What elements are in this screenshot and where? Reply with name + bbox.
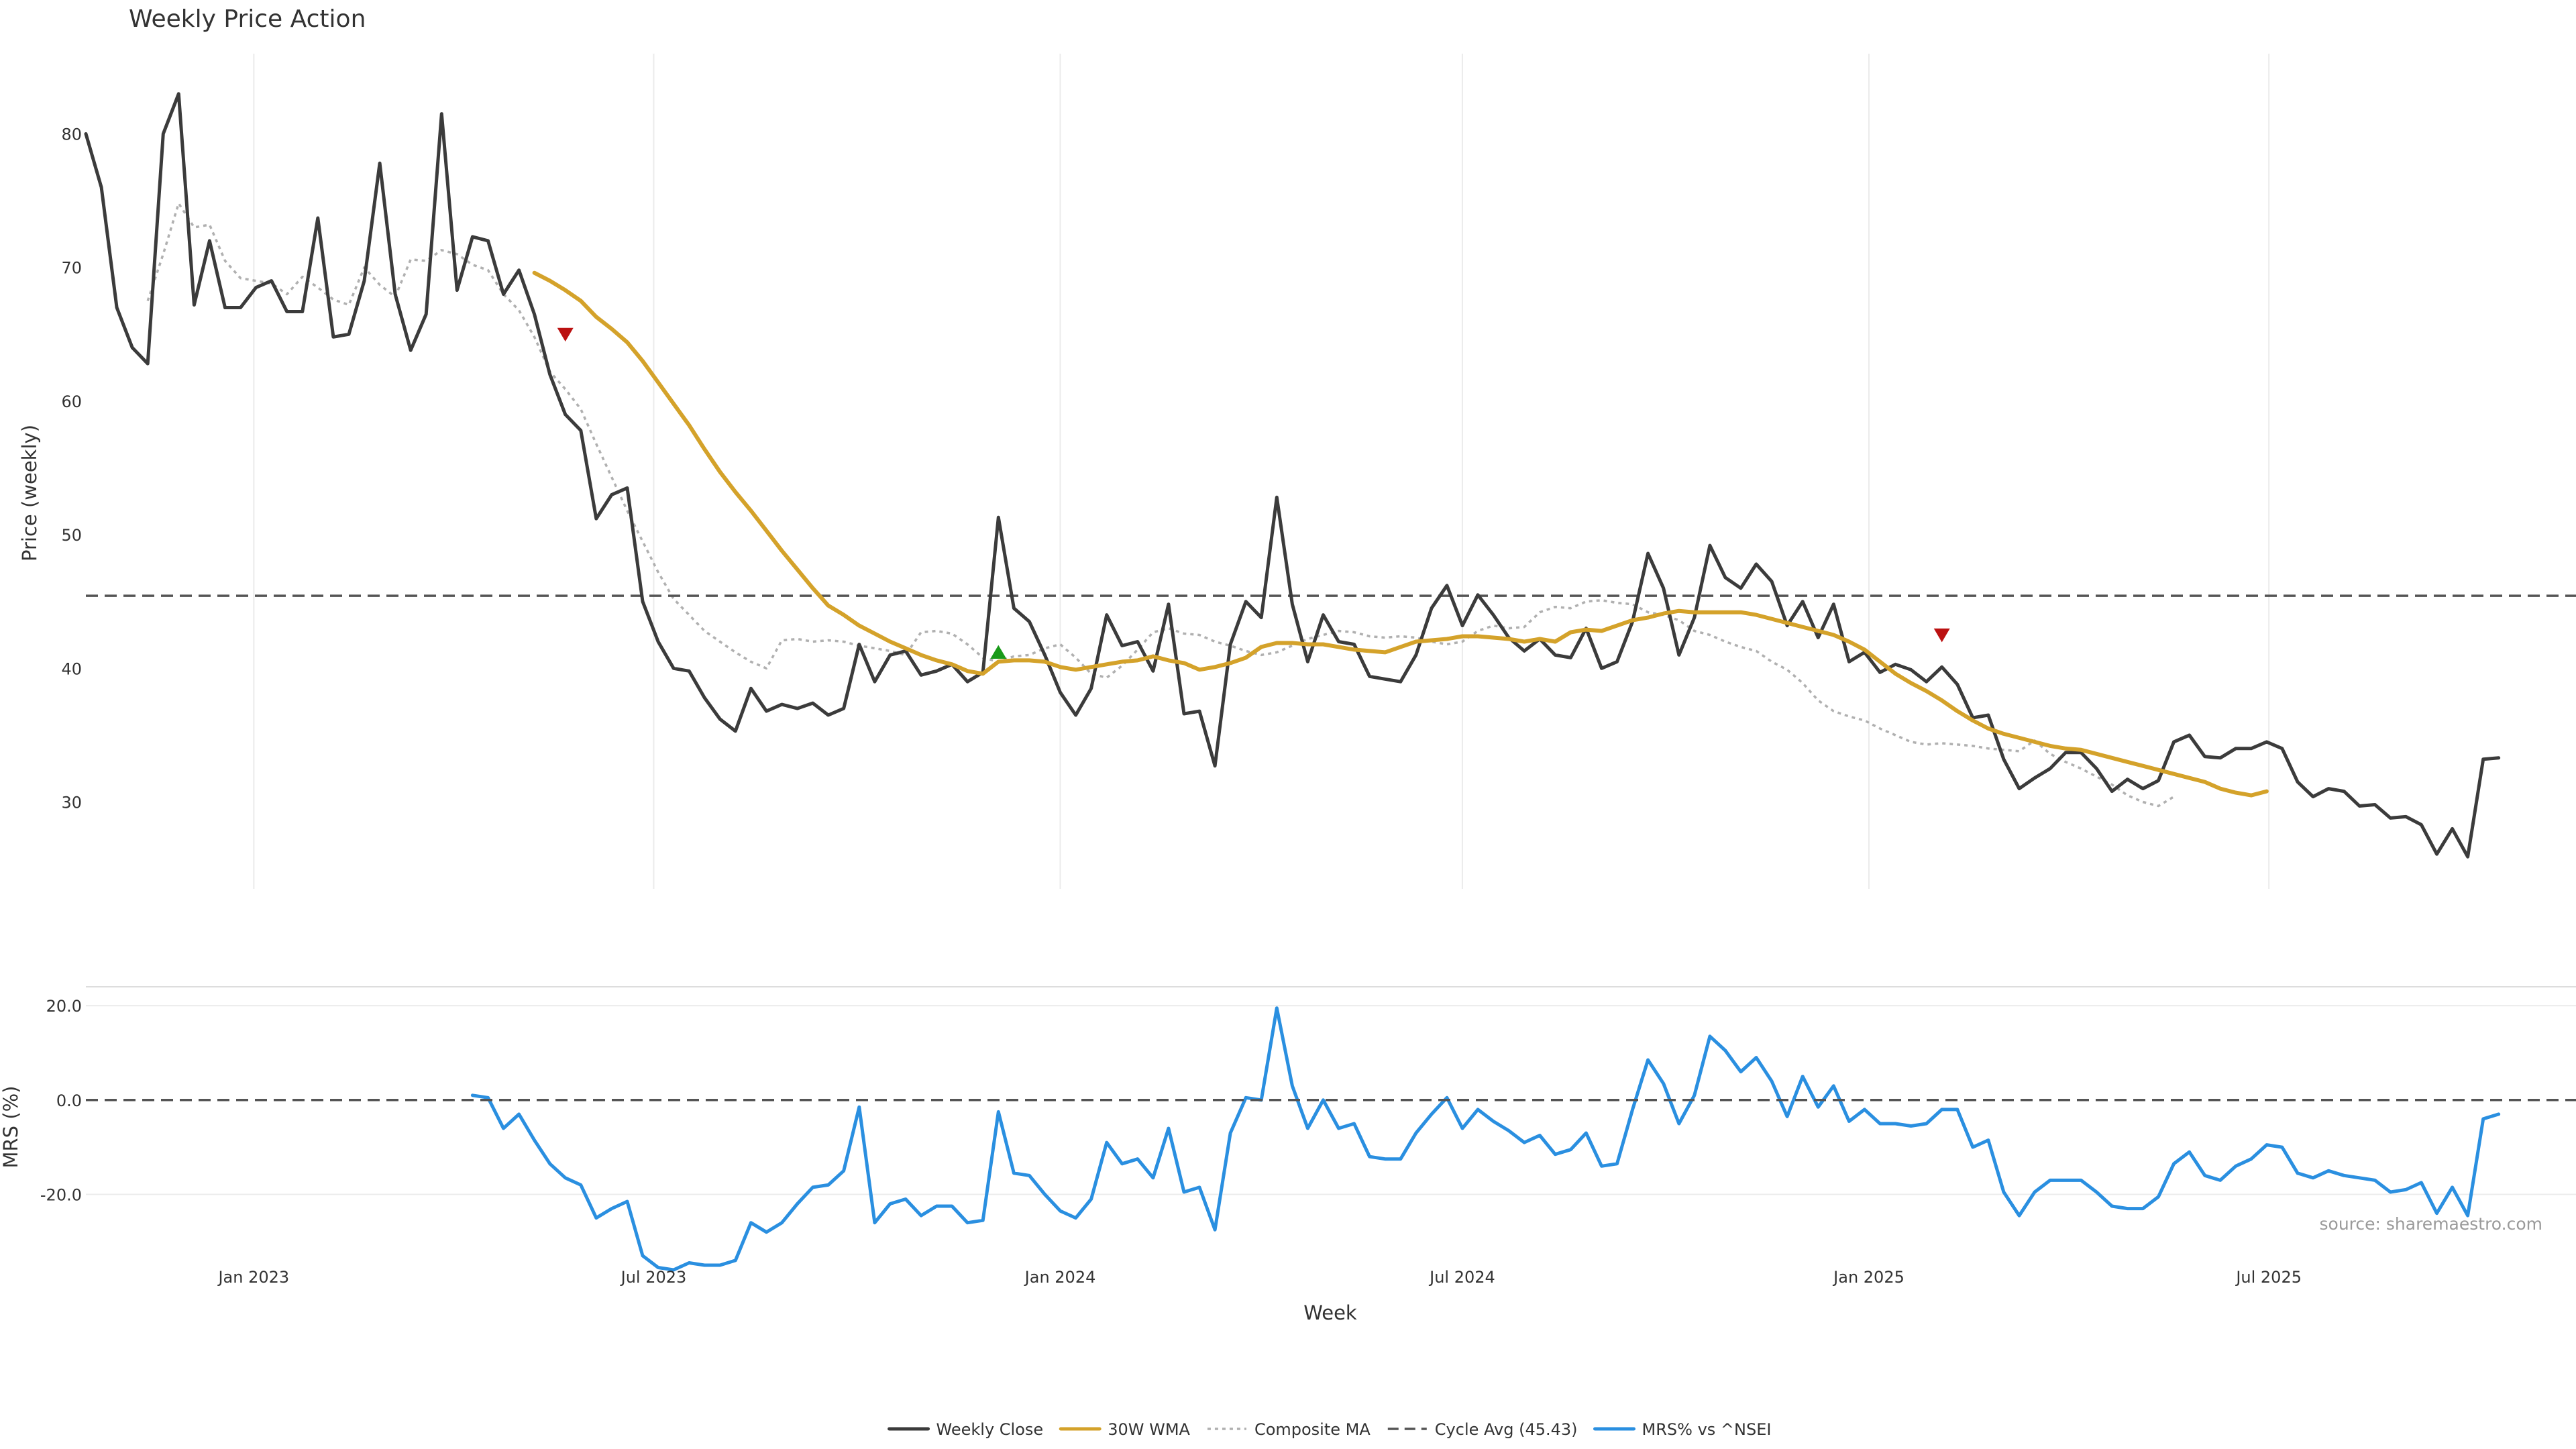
price-series-group bbox=[84, 92, 2576, 859]
price-y-axis-label: Price (weekly) bbox=[18, 425, 41, 561]
legend-item: Cycle Avg (45.43) bbox=[1387, 1420, 1578, 1439]
x-tick-label: Jul 2025 bbox=[2235, 1268, 2302, 1287]
legend-item: 30W WMA bbox=[1059, 1420, 1191, 1439]
mrs-y-axis-label: MRS (%) bbox=[0, 1086, 22, 1169]
price-y-tick: 30 bbox=[61, 794, 82, 812]
price-y-tick: 40 bbox=[61, 659, 82, 678]
legend-item: Weekly Close bbox=[888, 1420, 1044, 1439]
mrs-y-tick: 0.0 bbox=[56, 1091, 82, 1110]
x-tick-label: Jan 2023 bbox=[217, 1268, 289, 1287]
legend-item: MRS% vs ^NSEI bbox=[1593, 1420, 1772, 1439]
x-axis-label: Week bbox=[1303, 1301, 1357, 1324]
x-tick-label: Jan 2024 bbox=[1024, 1268, 1096, 1287]
price-y-tick: 50 bbox=[61, 526, 82, 545]
legend-label: Weekly Close bbox=[936, 1420, 1044, 1439]
series-composite-ma bbox=[146, 202, 2175, 808]
legend-label: 30W WMA bbox=[1108, 1420, 1190, 1439]
price-y-ticks: 30 40 50 60 70 80 bbox=[61, 125, 82, 812]
price-grid bbox=[253, 54, 2270, 889]
mrs-y-tick: 20.0 bbox=[46, 997, 82, 1016]
sell-signal-marker bbox=[557, 327, 574, 342]
price-y-tick: 70 bbox=[61, 259, 82, 278]
buy-signal-marker bbox=[990, 645, 1007, 659]
series-weekly-close bbox=[84, 92, 2501, 859]
legend-label: MRS% vs ^NSEI bbox=[1642, 1420, 1772, 1439]
sell-signal-marker bbox=[1933, 628, 1950, 643]
series-mrs-vs-nsei bbox=[470, 1006, 2501, 1272]
legend-label: Cycle Avg (45.43) bbox=[1435, 1420, 1578, 1439]
legend: Weekly Close 30W WMA Composite MA Cycle Avg… bbox=[888, 1420, 1772, 1439]
legend-item: Composite MA bbox=[1207, 1420, 1371, 1439]
x-axis-ticks: Jan 2023 Jul 2023 Jan 2024 Jul 2024 Jan 2025… bbox=[217, 1268, 2302, 1287]
source-note: source: sharemaestro.com bbox=[2320, 1214, 2543, 1234]
x-tick-label: Jul 2023 bbox=[620, 1268, 687, 1287]
series-30w-wma bbox=[532, 270, 2269, 798]
x-tick-label: Jan 2025 bbox=[1832, 1268, 1904, 1287]
price-y-tick: 60 bbox=[61, 392, 82, 411]
mrs-y-ticks: 20.0 0.0 -20.0 bbox=[40, 997, 82, 1204]
legend-label: Composite MA bbox=[1254, 1420, 1371, 1439]
signal-markers bbox=[557, 327, 1950, 659]
mrs-y-tick: -20.0 bbox=[40, 1185, 82, 1204]
mrs-series-group bbox=[86, 1006, 2576, 1272]
price-y-tick: 80 bbox=[61, 125, 82, 144]
x-tick-label: Jul 2024 bbox=[1428, 1268, 1495, 1287]
chart-title: Weekly Price Action bbox=[129, 5, 366, 33]
